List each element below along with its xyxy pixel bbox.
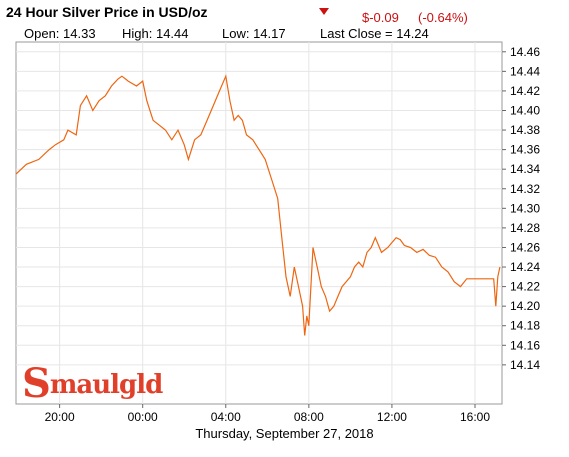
y-tick-label: 14.42 [510,84,540,98]
y-tick-label: 14.32 [510,182,540,196]
y-tick-label: 14.14 [510,358,540,372]
logo: Smaulgld [22,360,163,407]
y-tick-label: 14.20 [510,299,540,313]
open-value: Open: 14.33 [24,26,96,41]
y-tick-label: 14.16 [510,338,540,352]
y-tick-label: 14.36 [510,143,540,157]
y-tick-label: 14.40 [510,103,540,117]
x-tick-label: 00:00 [128,410,158,424]
price-series-line [15,74,501,336]
y-tick-label: 14.24 [510,260,540,274]
last-close-value: Last Close = 14.24 [320,26,429,41]
y-axis: 14.14 14.16 14.18 14.20 14.22 14.24 14.26 14.28… [502,45,540,372]
y-tick-label: 14.28 [510,221,540,235]
x-tick-label: 12:00 [377,410,407,424]
y-tick-label: 14.18 [510,319,540,333]
y-tick-label: 14.26 [510,240,540,254]
y-tick-label: 14.44 [510,64,540,78]
grid-lines [16,42,502,404]
chart-title: 24 Hour Silver Price in USD/oz [6,4,208,20]
triangle-down-icon [319,8,329,15]
x-tick-label: 04:00 [211,410,241,424]
y-tick-label: 14.38 [510,123,540,137]
x-tick-label: 08:00 [294,410,324,424]
y-tick-label: 14.22 [510,280,540,294]
logo-initial: S [22,360,51,407]
logo-rest: maulgld [49,370,163,400]
change-abs: $-0.09 [362,10,399,25]
x-axis: 20:00 00:00 04:00 08:00 12:00 16:00 [45,404,490,424]
y-tick-label: 14.34 [510,162,540,176]
plot-area [15,41,503,405]
x-tick-label: 16:00 [460,410,490,424]
low-value: Low: 14.17 [222,26,286,41]
high-value: High: 14.44 [122,26,189,41]
y-tick-label: 14.30 [510,201,540,215]
x-axis-title: Thursday, September 27, 2018 [195,426,374,441]
change-pct: (-0.64%) [418,10,468,25]
y-tick-label: 14.46 [510,45,540,59]
x-tick-label: 20:00 [45,410,75,424]
